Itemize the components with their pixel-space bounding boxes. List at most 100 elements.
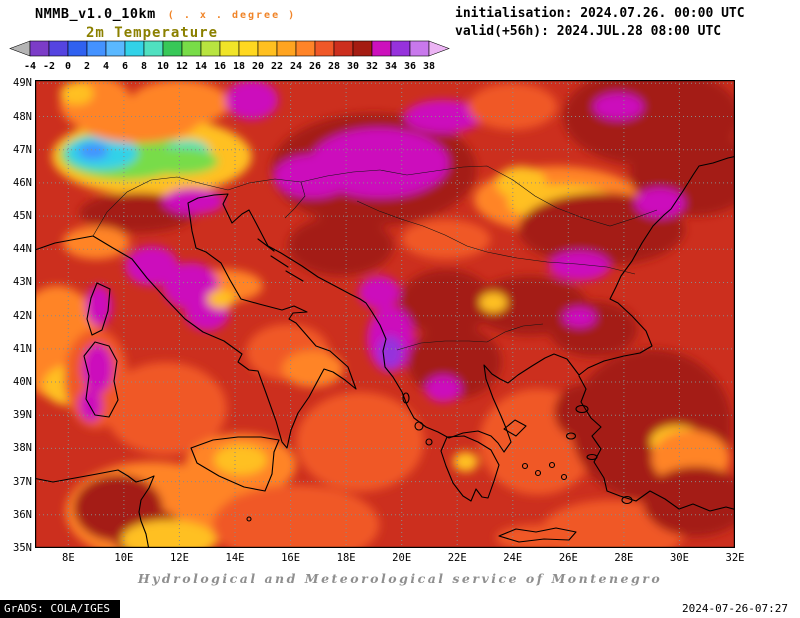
colorbar-segment	[352, 40, 373, 57]
temperature-blob	[121, 519, 216, 548]
border-line	[396, 340, 488, 351]
colorbar-tick-label: 12	[176, 61, 188, 72]
coastlines	[28, 155, 738, 551]
variable-title: 2m Temperature	[86, 25, 219, 41]
lesbos-island	[575, 404, 589, 414]
longitude-tick-label: 14E	[225, 552, 245, 564]
colorbar-segment	[390, 40, 411, 57]
temperature-blob	[358, 275, 401, 309]
colorbar-tick-label: 20	[252, 61, 264, 72]
temperature-blob	[425, 375, 462, 403]
colorbar-tick-label: -4	[24, 61, 36, 72]
crete-coastline	[498, 527, 577, 543]
temperature-blob	[207, 289, 236, 309]
latitude-tick-label: 35N	[13, 542, 32, 554]
temperature-blob	[78, 388, 103, 422]
latitude-tick-label: 43N	[13, 276, 32, 289]
malta-island	[246, 516, 252, 522]
temperature-blob	[401, 219, 491, 260]
sicily-coastline	[190, 436, 280, 492]
colorbar-tick-label: 0	[65, 61, 71, 72]
colorbar-segment	[219, 40, 240, 57]
latitude-tick-label: 37N	[13, 475, 32, 488]
colorbar-tick-label: 6	[122, 61, 128, 72]
country-borders	[92, 165, 658, 351]
latitude-tick-label: 42N	[13, 309, 32, 322]
temperature-blob	[129, 80, 230, 127]
temperature-blob	[562, 307, 597, 328]
service-credit: Hydrological and Meteorological service …	[137, 571, 663, 586]
colorbar-segment	[181, 40, 202, 57]
model-name: NMMB_v1.0_10km	[35, 6, 156, 22]
map-frame	[34, 79, 736, 549]
longitude-tick-label: 30E	[669, 552, 689, 564]
colorbar-tick-label: 26	[309, 61, 321, 72]
temperature-blob	[82, 343, 113, 394]
temperature-map	[28, 79, 738, 551]
temperature-blob	[282, 350, 344, 388]
latitude-tick-label: 38N	[13, 442, 32, 455]
longitude-tick-label: 32E	[725, 552, 745, 564]
anatolia-coastline	[578, 375, 738, 512]
latitude-tick-label: 40N	[13, 376, 32, 389]
temperature-blob	[214, 445, 267, 475]
temperature-blob	[140, 148, 219, 175]
north-africa-coastline	[32, 469, 155, 551]
cyclades-island	[534, 469, 542, 477]
cyclades-island	[560, 473, 568, 481]
temperature-blob	[378, 335, 404, 369]
corsica-coastline	[86, 282, 111, 336]
longitude-tick-label: 8E	[62, 552, 75, 564]
latitude-tick-label: 46N	[13, 176, 32, 189]
europe-mainland-coastline	[28, 155, 738, 453]
cyclades-island	[521, 462, 529, 470]
colorbar-segment	[105, 40, 126, 57]
temperature-blob	[635, 187, 685, 218]
temperature-field-clip	[35, 80, 735, 548]
valid-line: valid(+56h): 2024.JUL.28 08:00 UTC	[455, 24, 722, 39]
temperature-blob	[60, 81, 94, 105]
colorbar-segment	[124, 40, 145, 57]
temperature-blob	[104, 362, 227, 456]
latitude-tick-label: 47N	[13, 143, 32, 156]
temperature-blob	[496, 166, 547, 200]
colorbar-segment	[314, 40, 335, 57]
temperature-blob	[212, 485, 380, 548]
temperature-blob	[125, 246, 179, 286]
temperature-blob	[273, 154, 352, 198]
latitude-tick-label: 36N	[13, 508, 32, 521]
colorbar-under-arrow	[9, 40, 31, 57]
latitude-tick-label: 41N	[13, 342, 32, 355]
temperature-colorbar: -4 -2 0 2 4 6 8 10 12 14 16 18 20 22 24 26 28 30 32 34 36 38	[9, 40, 450, 72]
latitude-tick-label: 48N	[13, 110, 32, 123]
colorbar-segment	[333, 40, 354, 57]
colorbar-tick-label: 34	[385, 61, 397, 72]
border-line	[284, 181, 306, 219]
colorbar-tick-label: 18	[233, 61, 245, 72]
longitude-tick-label: 26E	[558, 552, 578, 564]
colorbar-tick-label: 10	[157, 61, 169, 72]
colorbar-segment	[276, 40, 297, 57]
longitude-tick-label: 12E	[169, 552, 189, 564]
temperature-blob	[496, 524, 580, 548]
colorbar-segment	[86, 40, 107, 57]
temperature-blob	[643, 466, 735, 537]
longitude-tick-label: 20E	[392, 552, 412, 564]
longitude-tick-label: 22E	[447, 552, 467, 564]
colorbar-segment	[238, 40, 259, 57]
longitude-tick-label: 24E	[503, 552, 523, 564]
border-line	[356, 200, 488, 253]
colorbar-tick-label: 22	[271, 61, 283, 72]
kefalonia-island	[414, 421, 424, 431]
temperature-blob	[287, 216, 394, 276]
samos-island	[586, 453, 598, 461]
colorbar-tick-label: -2	[43, 61, 55, 72]
colorbar-segment	[200, 40, 221, 57]
temperature-blob	[398, 269, 494, 336]
colorbar-segment	[295, 40, 316, 57]
colorbar-tick-label: 38	[423, 61, 435, 72]
colorbar-tick-label: 24	[290, 61, 302, 72]
temperature-blob	[548, 251, 611, 281]
sardinia-coastline	[83, 341, 119, 418]
